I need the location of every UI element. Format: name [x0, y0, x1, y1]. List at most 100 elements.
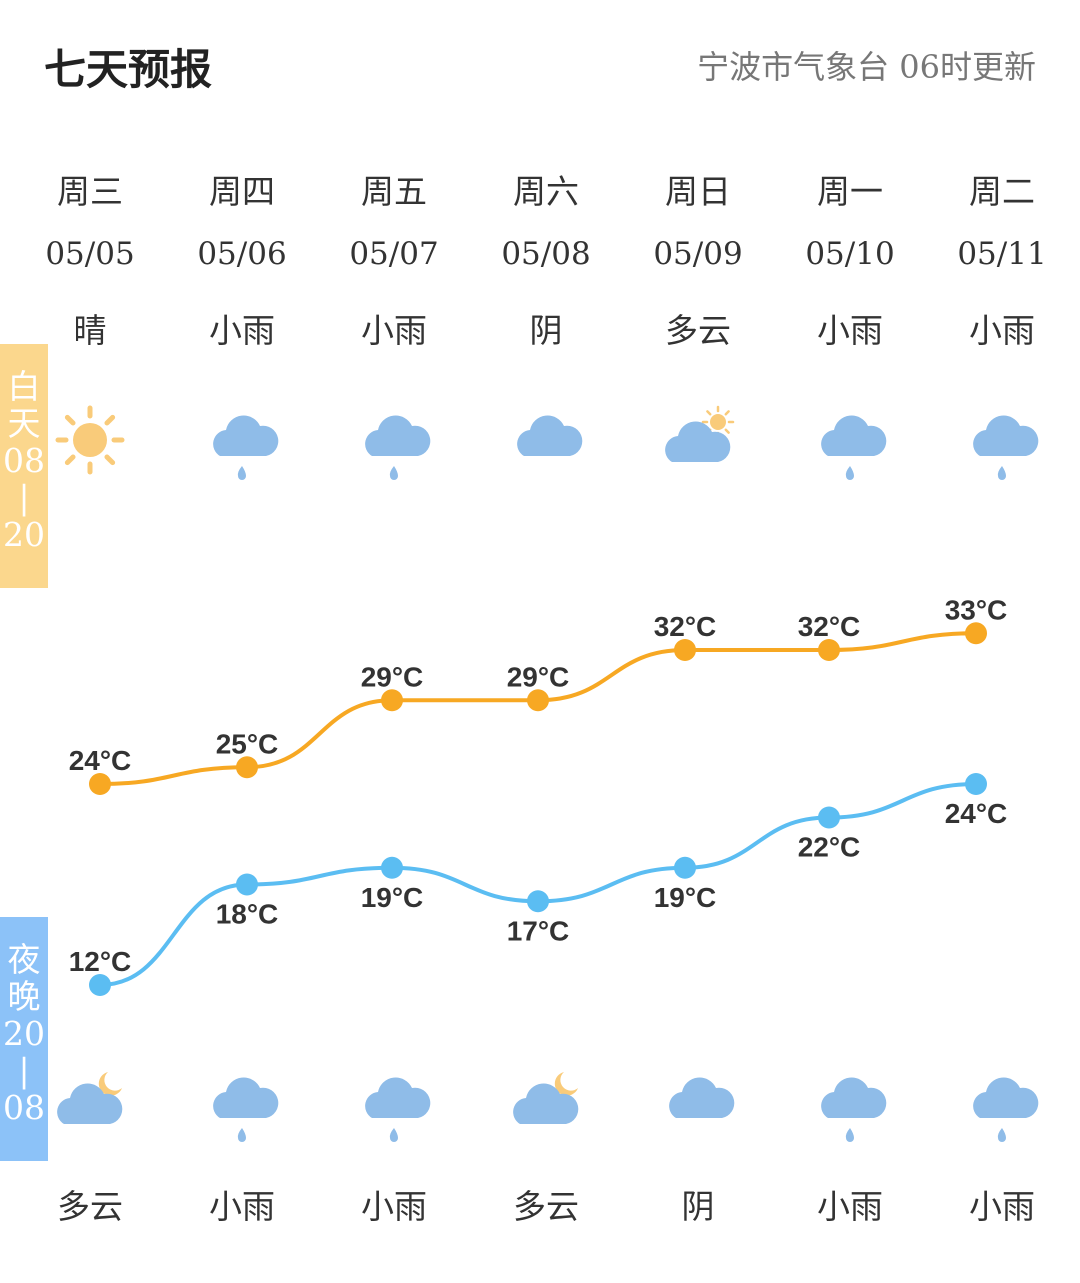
weekday-label: 周四 [209, 172, 275, 211]
low-temp-label: 19°C [654, 882, 717, 913]
weather-icon-cell [926, 400, 1078, 480]
band-label-char: 08 [3, 441, 45, 480]
band-label-char: 白 [7, 367, 41, 406]
low-temp-point [89, 974, 111, 996]
high-temp-label: 29°C [361, 661, 424, 692]
night-condition: 多云 [57, 1187, 123, 1226]
night-condition: 小雨 [969, 1187, 1035, 1226]
weather-icon-cell [470, 400, 622, 480]
night-condition: 阴 [681, 1187, 715, 1226]
weather-icon-cell [14, 1062, 166, 1142]
date-label: 05/10 [805, 236, 895, 272]
high-temp-point [674, 639, 696, 661]
rain-icon [973, 1077, 1039, 1142]
high-temp-point [527, 689, 549, 712]
rain-icon [213, 415, 279, 480]
high-temp-label: 29°C [507, 661, 570, 692]
high-temp-label: 24°C [69, 745, 132, 776]
low-temp-point [236, 873, 258, 896]
band-label-char: 晚 [7, 977, 41, 1016]
date-label: 05/08 [501, 236, 591, 272]
day-condition-row: 晴 小雨 小雨 阴 多云 小雨 小雨 [14, 304, 1078, 352]
cloud-icon [669, 1077, 735, 1118]
band-label-char: 天 [7, 404, 41, 443]
rain-icon [821, 1077, 887, 1142]
band-label-char: 20 [3, 1014, 45, 1053]
high-temp-point [381, 689, 403, 712]
date-label: 05/05 [45, 236, 135, 272]
low-temp-label: 18°C [216, 899, 279, 930]
day-condition: 小雨 [361, 311, 427, 350]
low-temp-label: 19°C [361, 882, 424, 913]
weather-icon-cell [166, 400, 318, 480]
weather-icon-cell [774, 400, 926, 480]
low-temp-label: 12°C [69, 946, 132, 977]
weekday-label: 周五 [361, 172, 427, 211]
date-label: 05/06 [197, 236, 287, 272]
low-temp-label: 24°C [945, 798, 1008, 829]
date-label: 05/11 [957, 236, 1047, 272]
cloudy-night-icon [513, 1072, 579, 1124]
high-temp-label: 32°C [798, 611, 861, 642]
night-condition: 小雨 [209, 1187, 275, 1226]
date-label: 05/07 [349, 236, 439, 272]
weekday-label: 周三 [57, 172, 123, 211]
weather-icon-cell [926, 1062, 1078, 1142]
weather-icon-cell [14, 400, 166, 480]
weather-icon-cell [470, 1062, 622, 1142]
day-condition: 多云 [665, 311, 731, 350]
sun-icon [55, 405, 125, 475]
weekday-label: 周六 [513, 172, 579, 211]
temperature-chart: 24°C 25°C 29°C 29°C 32°C 32°C 33°C 12°C 18°C 19°C… [69, 594, 1008, 996]
low-temp-point [381, 856, 403, 879]
rain-icon [365, 1077, 431, 1142]
night-condition-row: 多云 小雨 小雨 多云 阴 小雨 小雨 [14, 1180, 1078, 1228]
low-temp-point [527, 890, 549, 913]
low-temp-point [674, 856, 696, 879]
high-temp-label: 25°C [216, 728, 279, 759]
night-condition: 小雨 [361, 1187, 427, 1226]
rain-icon [213, 1077, 279, 1142]
rain-icon [365, 415, 431, 480]
rain-icon [821, 415, 887, 480]
weekday-row: 周三 周四 周五 周六 周日 周一 周二 [14, 165, 1078, 213]
weather-icon-cell [318, 1062, 470, 1142]
band-label-char: 夜 [7, 940, 41, 979]
date-row: 05/05 05/06 05/07 05/08 05/09 05/10 05/11 [14, 236, 1078, 272]
band-label-char: | [18, 478, 30, 517]
cloud-icon [517, 415, 583, 456]
high-temp-label: 32°C [654, 611, 717, 642]
night-condition: 多云 [513, 1187, 579, 1226]
weather-icon-cell [318, 400, 470, 480]
weather-icon-cell [622, 400, 774, 480]
day-condition: 小雨 [817, 311, 883, 350]
weather-icon-cell [166, 1062, 318, 1142]
high-temp-point [89, 773, 111, 795]
day-condition: 小雨 [209, 311, 275, 350]
band-label-char: | [18, 1051, 30, 1090]
low-temp-point [965, 773, 987, 795]
weekday-label: 周日 [665, 172, 731, 211]
cloudy-day-icon [665, 405, 735, 462]
day-condition: 小雨 [969, 311, 1035, 350]
day-condition: 晴 [73, 311, 107, 350]
weekday-label: 周一 [817, 172, 883, 211]
low-temp-line [99, 782, 977, 987]
source-name: 宁波市气象台 [697, 48, 890, 86]
weekday-label: 周二 [969, 172, 1035, 211]
day-icon-row [14, 400, 1078, 480]
night-icon-row [14, 1062, 1078, 1142]
night-band: 夜晚 20 | 08 [0, 917, 48, 1161]
low-temp-label: 17°C [507, 915, 570, 946]
high-temp-point [965, 622, 987, 645]
source-update: 宁波市气象台 06时更新 [697, 42, 1036, 88]
low-temp-label: 22°C [798, 832, 861, 863]
band-label-char: 08 [3, 1088, 45, 1127]
weather-icon-cell [774, 1062, 926, 1142]
rain-icon [973, 415, 1039, 480]
cloudy-night-icon [57, 1072, 123, 1124]
update-time: 06时更新 [899, 48, 1036, 86]
night-condition: 小雨 [817, 1187, 883, 1226]
high-temp-point [236, 756, 258, 779]
daytime-band: 白天 08 | 20 [0, 344, 48, 588]
